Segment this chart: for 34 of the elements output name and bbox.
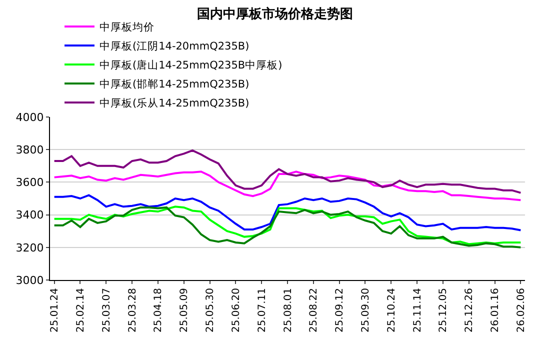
x-tick-label: 25.03.07	[101, 288, 112, 333]
x-tick-label: 25.12.05	[438, 288, 450, 333]
x-tick-label: 25.12.26	[464, 288, 476, 333]
x-tick-label: 25.02.14	[75, 288, 86, 333]
legend-label: 中厚板(邯郸14-25mmQ235B)	[100, 78, 250, 91]
x-tick-label: 25.03.28	[127, 288, 138, 333]
x-tick-label: 25.09.12	[334, 288, 346, 333]
x-tick-label: 25.10.24	[386, 288, 398, 333]
y-tick-label: 4000	[16, 110, 44, 124]
x-tick-label: 25.05.09	[179, 288, 190, 333]
x-tick-label: 25.11.14	[412, 288, 424, 333]
legend-label: 中厚板(江阴14-20mmQ235B)	[100, 40, 250, 53]
x-tick-label: 25.05.30	[205, 288, 216, 333]
y-tick-label: 3400	[16, 208, 44, 222]
x-tick-label: 25.08.01	[282, 288, 294, 333]
line-series	[53, 194, 522, 232]
y-tick-label: 3000	[16, 274, 44, 287]
line-series	[53, 170, 522, 202]
x-tick-label: 25.06.20	[230, 288, 242, 333]
y-tick-label: 3200	[16, 241, 44, 254]
legend-label: 中厚板(乐从14-25mmQ235B)	[100, 96, 250, 110]
x-tick-label: 25.04.18	[153, 288, 164, 333]
legend-label: 中厚板均价	[100, 20, 154, 34]
legend-label: 中厚板(唐山14-25mmQ235B中厚板)	[100, 58, 282, 72]
line-series	[53, 149, 522, 194]
x-tick-label: 25.08.22	[308, 288, 320, 333]
y-tick-label: 3800	[16, 143, 44, 156]
x-tick-label: 25.01.24	[50, 288, 61, 333]
y-tick-label: 3600	[16, 176, 44, 190]
x-tick-label: 26.02.06	[516, 288, 527, 333]
x-tick-label: 25.09.30	[360, 288, 372, 333]
x-tick-label: 25.07.11	[256, 288, 268, 333]
chart-title: 国内中厚板市场价格走势图	[197, 6, 353, 22]
x-tick-label: 26.01.16	[490, 288, 502, 333]
